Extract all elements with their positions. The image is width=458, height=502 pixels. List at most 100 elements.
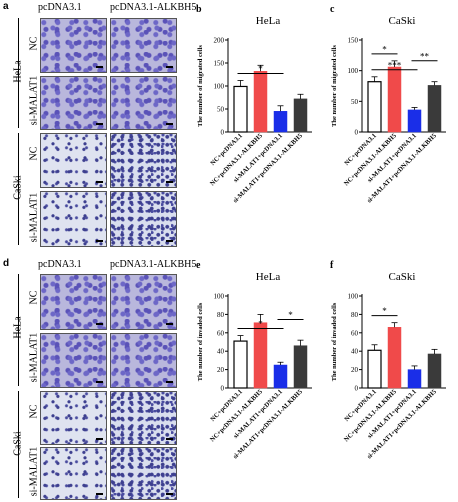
scale-bar xyxy=(166,438,173,440)
scale-bar xyxy=(166,381,173,383)
hela-row-label-d: HeLa xyxy=(12,316,24,339)
y-tick-label: 40 xyxy=(217,348,225,356)
chart-e-hela-invasion: e HeLa The number of invaded cells 0 20 40 60 8… xyxy=(196,260,312,460)
significance-label: * xyxy=(382,44,387,54)
chart-title: HeLa xyxy=(256,15,281,27)
significance-label: *** xyxy=(388,60,402,70)
scale-bar xyxy=(96,123,103,125)
column-header-alkbh5: pcDNA3.1-ALKBH5 xyxy=(110,2,197,13)
scale-bar xyxy=(166,66,173,68)
y-tick-label: 0 xyxy=(355,385,359,393)
caski-bracket-d xyxy=(18,391,19,498)
chart-title: CaSki xyxy=(389,271,416,283)
hela-bracket xyxy=(18,18,19,128)
hela-bracket-d xyxy=(18,274,19,386)
panel-label: b xyxy=(196,4,202,15)
panel-label: c xyxy=(330,4,335,15)
scale-bar xyxy=(166,323,173,325)
y-tick-label: 60 xyxy=(351,329,359,337)
caski-row-label: CaSki xyxy=(12,175,24,200)
significance-label: * xyxy=(382,306,387,316)
y-tick-label: 150 xyxy=(348,37,359,45)
bar xyxy=(233,340,248,389)
micrograph-hela-nc-pcdna xyxy=(40,18,107,73)
y-tick-label: 100 xyxy=(348,293,359,301)
bar xyxy=(273,111,288,133)
significance-label: * xyxy=(288,310,293,320)
column-header-pcdna: pcDNA3.1 xyxy=(38,2,82,13)
bar xyxy=(367,81,382,133)
micrograph-d-caski-si-alkbh5 xyxy=(110,447,177,500)
bar xyxy=(233,85,248,133)
chart-title: HeLa xyxy=(256,271,281,283)
chart-c-caski-migration: c CaSki The number of migrated cells 0 50 100… xyxy=(330,4,446,204)
y-tick-label: 0 xyxy=(221,129,225,137)
scale-bar xyxy=(96,240,103,242)
y-tick-label: 150 xyxy=(214,60,225,68)
bar xyxy=(253,322,268,389)
y-tick-label: 80 xyxy=(351,311,359,319)
scale-bar xyxy=(96,66,103,68)
micrograph-d-caski-nc-alkbh5 xyxy=(110,391,177,445)
y-tick-label: 40 xyxy=(351,348,359,356)
panel-label: e xyxy=(196,260,201,271)
y-tick-label: 50 xyxy=(351,98,359,106)
column-header-pcdna-d: pcDNA3.1 xyxy=(38,259,82,270)
micrograph-hela-nc-alkbh5 xyxy=(110,18,177,73)
micrograph-hela-si-pcdna xyxy=(40,76,107,130)
bar xyxy=(367,349,382,389)
caski-row-label-d: CaSki xyxy=(12,431,24,456)
y-tick-label: 60 xyxy=(217,329,225,337)
scale-bar xyxy=(166,493,173,495)
scale-bar xyxy=(96,493,103,495)
panel-label-d: d xyxy=(3,258,10,269)
chart-b-hela-migration: b HeLa The number of migrated cells 0 50 100 1… xyxy=(196,4,312,204)
scale-bar xyxy=(96,381,103,383)
y-tick-label: 100 xyxy=(348,67,359,75)
micrograph-d-hela-si-alkbh5 xyxy=(110,333,177,388)
bar xyxy=(253,71,268,133)
scale-bar xyxy=(96,181,103,183)
micrograph-d-hela-si-pcdna xyxy=(40,333,107,388)
bar xyxy=(407,109,422,133)
y-tick-label: 80 xyxy=(217,311,225,319)
bar xyxy=(427,353,442,389)
bar xyxy=(293,98,308,133)
micrograph-d-hela-nc-alkbh5 xyxy=(110,274,177,330)
micrograph-hela-si-alkbh5 xyxy=(110,76,177,130)
bar xyxy=(387,327,402,389)
y-tick-label: 100 xyxy=(214,83,225,91)
y-axis-label: The number of migrated cells xyxy=(197,45,204,127)
scale-bar xyxy=(166,123,173,125)
panel-label-a: a xyxy=(3,1,9,12)
micrograph-d-hela-nc-pcdna xyxy=(40,274,107,330)
y-tick-label: 50 xyxy=(217,106,225,114)
micrograph-caski-nc-alkbh5 xyxy=(110,133,177,188)
y-tick-label: 0 xyxy=(221,385,225,393)
scale-bar xyxy=(166,181,173,183)
si-malat1-row-label-caski: si-MALAT1 xyxy=(28,192,40,243)
y-axis-label: The number of migrated cells xyxy=(331,45,338,127)
y-tick-label: 100 xyxy=(214,293,225,301)
si-malat1-row-label-d: si-MALAT1 xyxy=(28,332,40,383)
micrograph-caski-si-pcdna xyxy=(40,191,107,247)
scale-bar xyxy=(166,240,173,242)
y-tick-label: 20 xyxy=(217,366,225,374)
y-axis-label: The number of invaded cells xyxy=(331,302,338,381)
micrograph-caski-nc-pcdna xyxy=(40,133,107,188)
significance-label: * xyxy=(258,319,263,329)
bar xyxy=(387,66,402,133)
scale-bar xyxy=(96,323,103,325)
bar xyxy=(293,345,308,389)
y-tick-label: 20 xyxy=(351,366,359,374)
bar xyxy=(407,369,422,389)
bar xyxy=(273,364,288,389)
micrograph-caski-si-alkbh5 xyxy=(110,191,177,247)
caski-bracket xyxy=(18,133,19,245)
y-tick-label: 0 xyxy=(355,129,359,137)
si-malat1-row-label-caski-d: si-MALAT1 xyxy=(28,446,40,497)
chart-title: CaSki xyxy=(389,15,416,27)
scale-bar xyxy=(96,438,103,440)
y-tick-label: 200 xyxy=(214,37,225,45)
column-header-alkbh5-d: pcDNA3.1-ALKBH5 xyxy=(110,259,197,270)
